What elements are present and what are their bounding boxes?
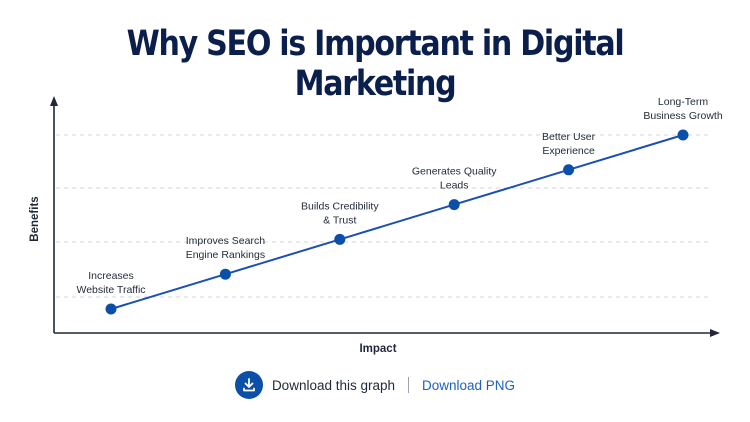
data-point — [219, 268, 231, 280]
data-point — [448, 199, 460, 211]
x-axis-label: Impact — [359, 343, 396, 355]
separator — [408, 377, 410, 393]
series-line — [110, 134, 684, 310]
x-axis-arrow — [710, 329, 720, 337]
point-label: Generates Quality Leads — [412, 166, 497, 192]
download-icon[interactable] — [234, 371, 263, 399]
point-labels: Increases Website Traffic Improves Search E… — [76, 96, 722, 296]
y-axis-arrow — [50, 96, 58, 106]
point-label: Long-Term Business Growth — [643, 96, 723, 122]
download-bar: Download this graph Download PNG — [0, 370, 750, 400]
data-point — [105, 303, 117, 315]
chart-title: Why SEO is Important in Digital Marketin… — [126, 24, 625, 104]
point-label: Better User Experience — [542, 131, 596, 157]
y-axis-label: Benefits — [29, 196, 41, 241]
axes — [50, 96, 720, 337]
data-point — [677, 129, 689, 141]
gridlines — [56, 134, 712, 298]
point-label: Increases Website Traffic — [76, 270, 145, 296]
data-points — [105, 129, 689, 315]
download-png-link[interactable]: Download PNG — [422, 377, 516, 393]
download-graph-link[interactable]: Download this graph — [271, 377, 396, 393]
data-point — [563, 164, 575, 176]
point-label: Improves Search Engine Rankings — [186, 235, 266, 261]
point-label: Builds Credibility & Trust — [301, 200, 379, 226]
data-point — [334, 233, 346, 245]
